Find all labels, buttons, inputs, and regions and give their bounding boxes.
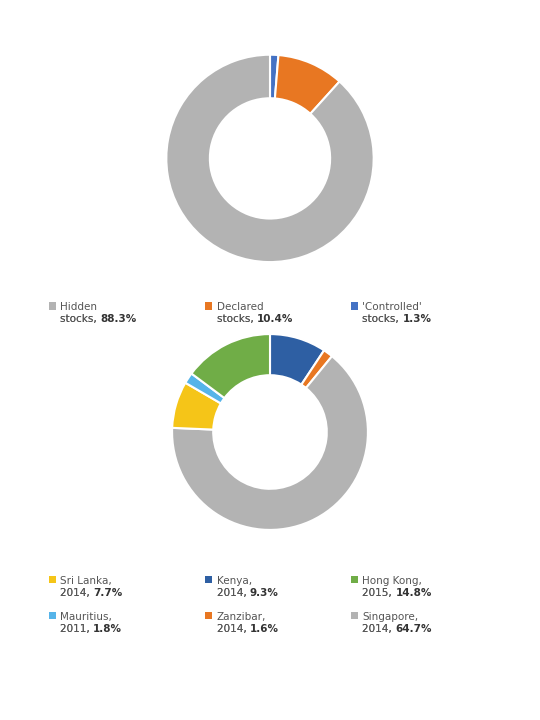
Text: 2015,: 2015, (362, 588, 395, 598)
Text: Mauritius,: Mauritius, (60, 612, 112, 622)
Wedge shape (270, 55, 279, 99)
Text: 7.7%: 7.7% (93, 588, 122, 598)
Text: 2015,: 2015, (362, 588, 395, 598)
Text: 2011,: 2011, (60, 624, 93, 634)
Text: 10.4%: 10.4% (256, 314, 293, 324)
Text: Singapore,: Singapore, (362, 612, 418, 622)
Text: Kenya,: Kenya, (217, 576, 252, 586)
Wedge shape (192, 334, 270, 398)
Text: 2014,: 2014, (60, 588, 93, 598)
Text: stocks,: stocks, (217, 314, 256, 324)
Text: 'Controlled': 'Controlled' (362, 302, 422, 312)
Text: 2014,: 2014, (60, 588, 93, 598)
Wedge shape (185, 374, 225, 403)
Text: 64.7%: 64.7% (395, 624, 432, 634)
Text: 2014,: 2014, (362, 624, 395, 634)
Text: 2011,: 2011, (60, 624, 93, 634)
Wedge shape (172, 356, 368, 530)
Text: 2014,: 2014, (217, 624, 249, 634)
Wedge shape (301, 351, 332, 388)
Text: stocks,: stocks, (60, 314, 100, 324)
Text: stocks,: stocks, (60, 314, 100, 324)
Wedge shape (172, 383, 221, 430)
Wedge shape (166, 55, 374, 262)
Text: 88.3%: 88.3% (100, 314, 136, 324)
Text: 1.6%: 1.6% (249, 624, 279, 634)
Text: 1.3%: 1.3% (402, 314, 431, 324)
Text: Hidden: Hidden (60, 302, 97, 312)
Text: 2014,: 2014, (217, 624, 249, 634)
Text: Hong Kong,: Hong Kong, (362, 576, 422, 586)
Wedge shape (275, 55, 340, 114)
Text: Declared: Declared (217, 302, 263, 312)
Text: stocks,: stocks, (362, 314, 402, 324)
Text: 9.3%: 9.3% (249, 588, 279, 598)
Text: 2014,: 2014, (217, 588, 249, 598)
Text: stocks,: stocks, (362, 314, 402, 324)
Text: stocks,: stocks, (217, 314, 256, 324)
Text: 2014,: 2014, (217, 588, 249, 598)
Text: 14.8%: 14.8% (395, 588, 431, 598)
Text: Sri Lanka,: Sri Lanka, (60, 576, 112, 586)
Text: 2014,: 2014, (362, 624, 395, 634)
Text: 1.8%: 1.8% (93, 624, 122, 634)
Wedge shape (270, 334, 324, 384)
Text: Zanzibar,: Zanzibar, (217, 612, 266, 622)
